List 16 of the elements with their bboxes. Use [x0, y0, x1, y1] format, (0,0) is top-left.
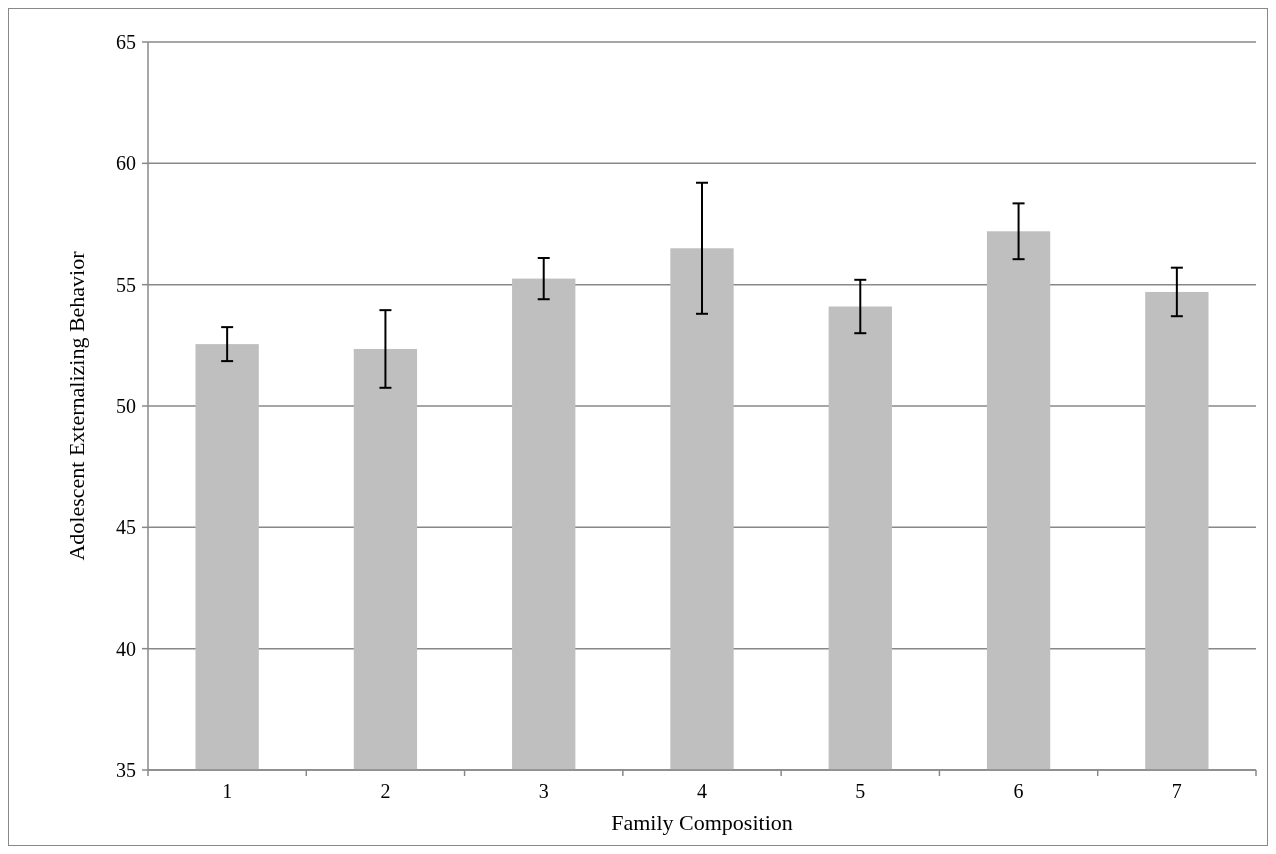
y-tick-label: 50	[116, 395, 136, 417]
y-tick-label: 55	[116, 273, 136, 296]
x-tick-label: 1	[222, 780, 233, 802]
x-tick-label: 3	[538, 780, 549, 802]
y-tick-label: 40	[116, 637, 136, 660]
y-tick-label: 45	[116, 516, 136, 539]
y-tick-label: 35	[116, 759, 136, 781]
y-tick-label: 60	[116, 152, 136, 175]
x-tick-label: 4	[697, 780, 707, 802]
x-tick-label: 5	[855, 780, 866, 802]
x-tick-label: 6	[1013, 780, 1024, 802]
x-axis-title: Family Composition	[611, 810, 793, 835]
y-tick-label: 65	[116, 31, 136, 53]
x-tick-label: 7	[1171, 780, 1182, 802]
y-axis-title: Adolescent Externalizing Behavior	[64, 250, 89, 561]
x-tick-label: 2	[380, 780, 391, 802]
